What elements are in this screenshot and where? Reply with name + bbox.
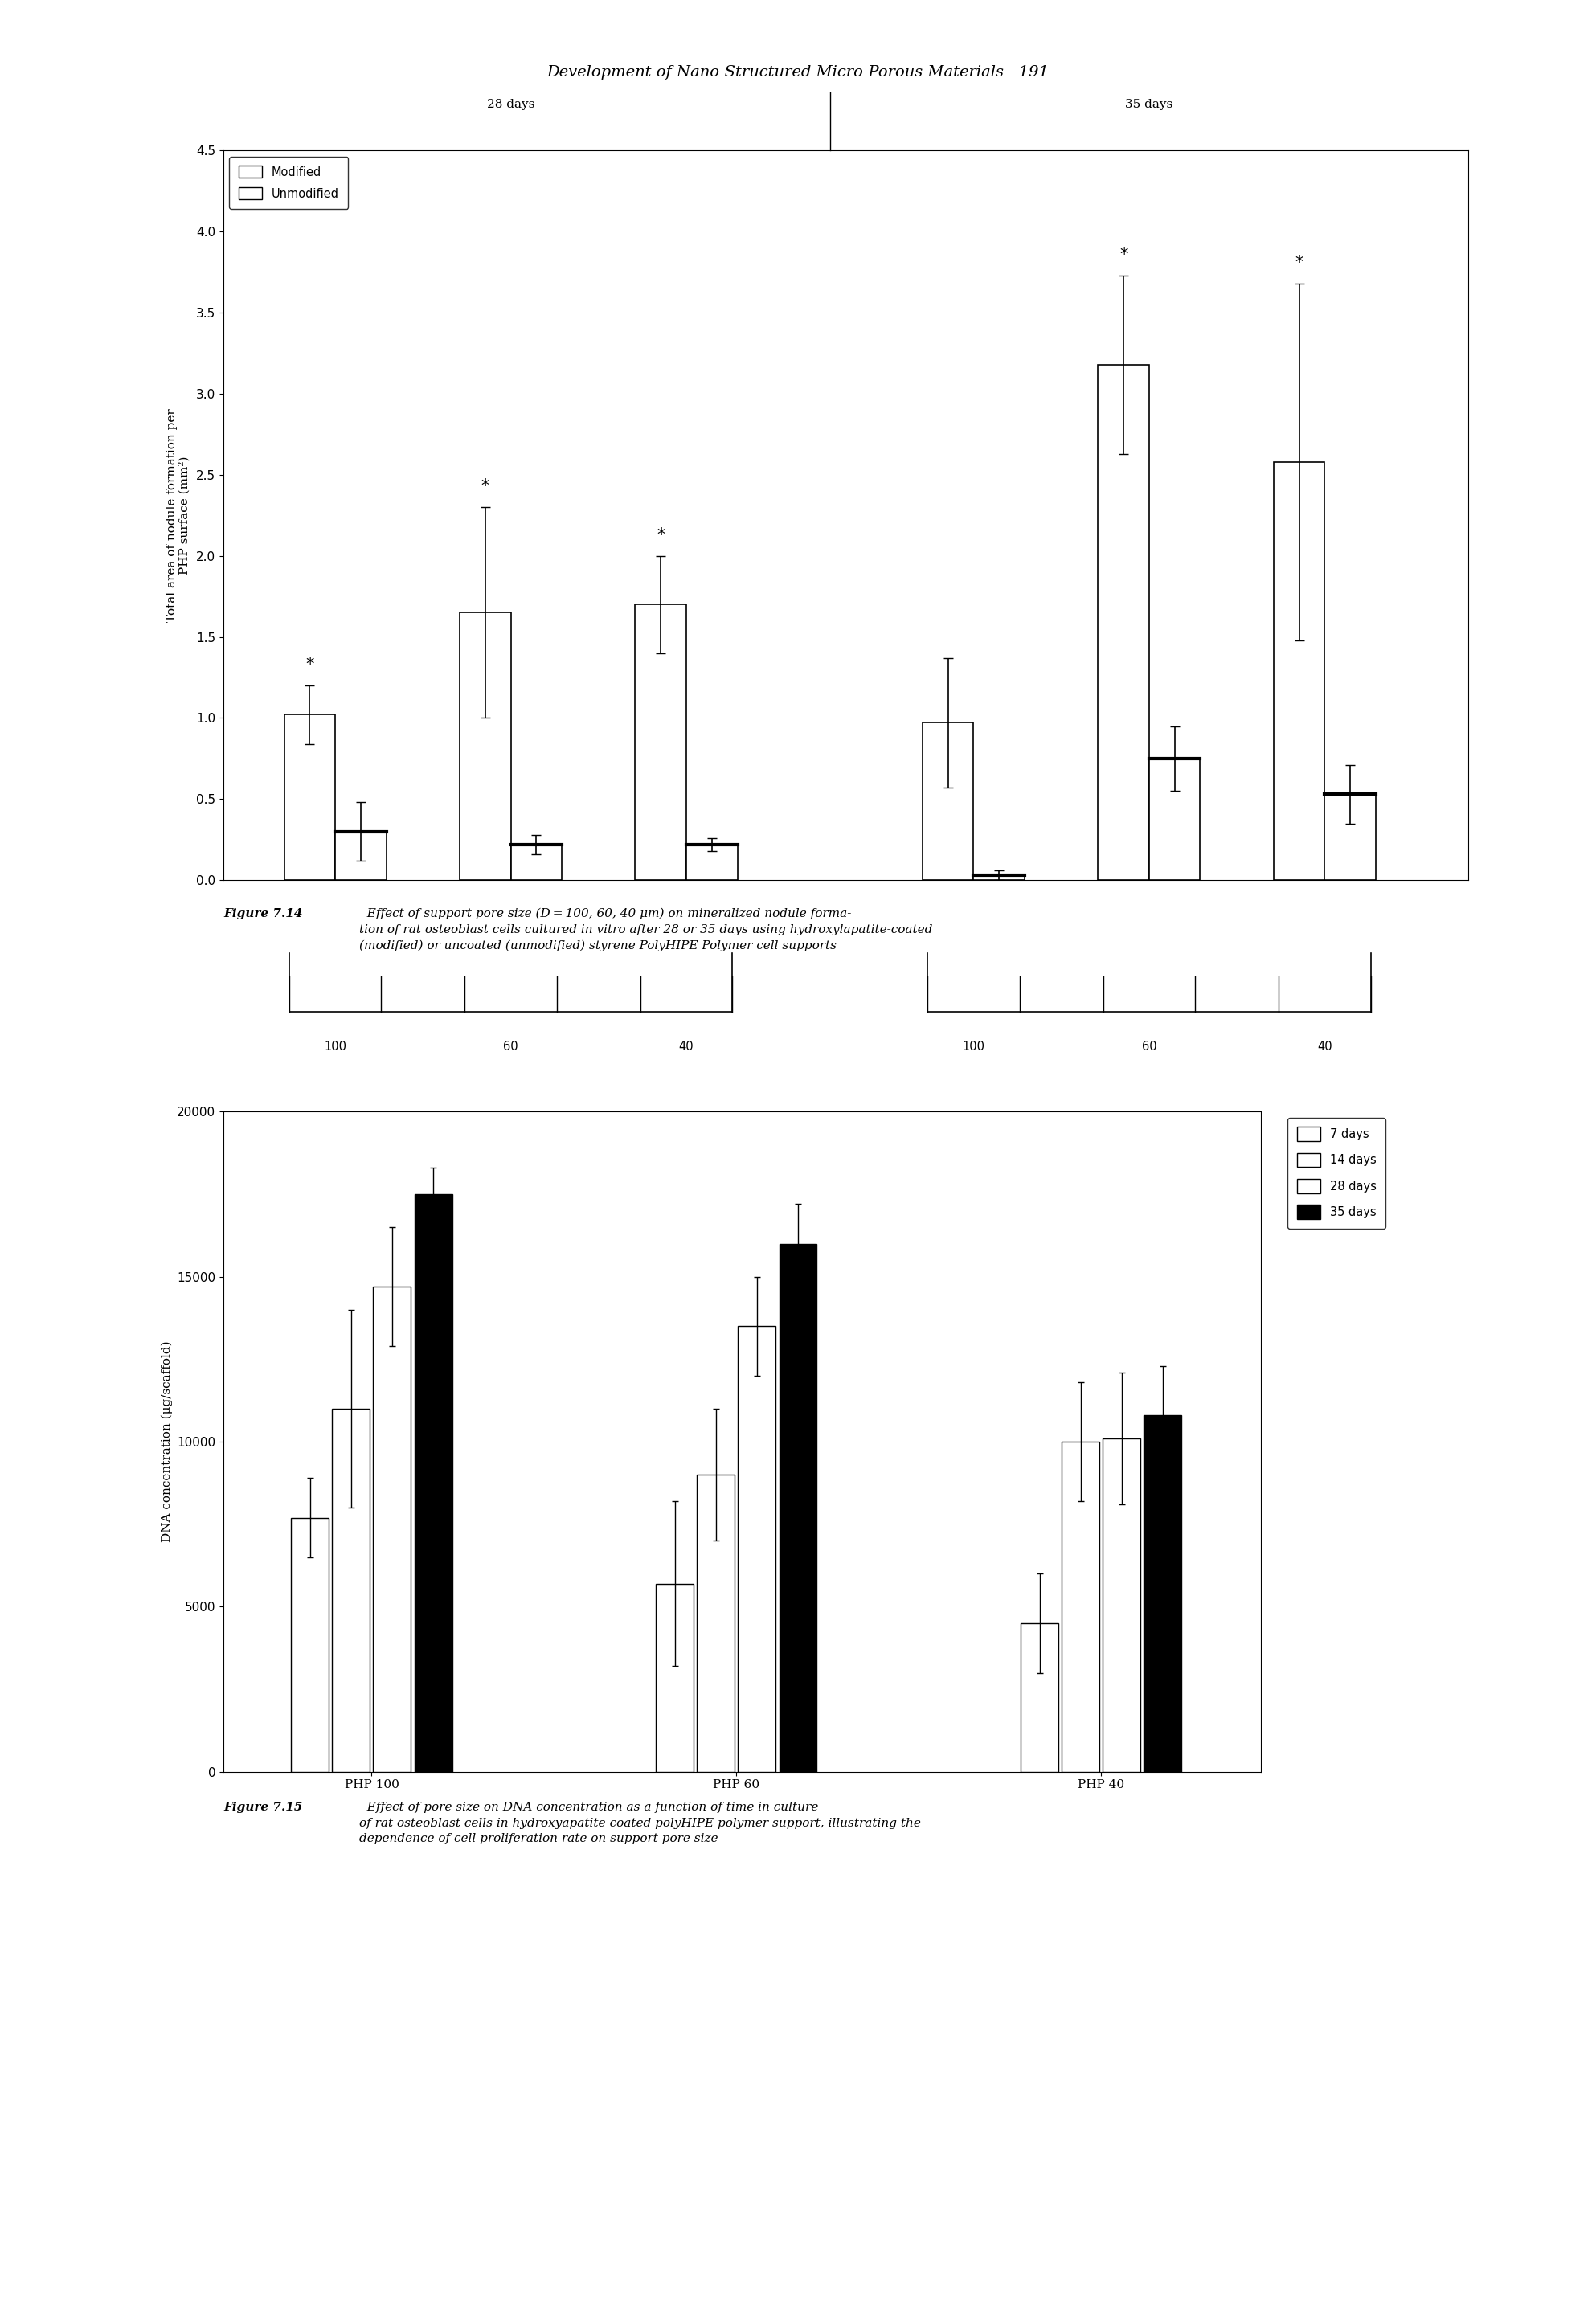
- Bar: [373, 1288, 412, 1772]
- Text: Figure 7.15: Figure 7.15: [223, 1802, 303, 1813]
- Bar: [460, 614, 511, 880]
- Text: Figure 7.14: Figure 7.14: [223, 908, 303, 919]
- Text: *: *: [305, 655, 314, 672]
- Text: *: *: [656, 526, 666, 542]
- Text: *: *: [1119, 245, 1128, 262]
- Bar: [656, 1584, 694, 1772]
- Bar: [284, 716, 335, 880]
- Bar: [1274, 461, 1325, 880]
- Bar: [635, 604, 686, 880]
- Text: *: *: [1294, 255, 1304, 271]
- Bar: [1103, 1438, 1141, 1772]
- Text: 100: 100: [324, 1040, 346, 1054]
- Text: *: *: [480, 477, 490, 493]
- Text: Development of Nano-Structured Micro-Porous Materials   191: Development of Nano-Structured Micro-Por…: [547, 65, 1049, 79]
- Bar: [335, 831, 386, 880]
- Y-axis label: DNA concentration (μg/scaffold): DNA concentration (μg/scaffold): [161, 1341, 172, 1542]
- Bar: [290, 1517, 329, 1772]
- Bar: [1144, 1415, 1181, 1772]
- Bar: [779, 1244, 817, 1772]
- Bar: [1061, 1441, 1100, 1772]
- Text: Effect of support pore size (D = 100, 60, 40 μm) on mineralized nodule forma-
ti: Effect of support pore size (D = 100, 60…: [359, 908, 932, 952]
- Text: 28 days: 28 days: [487, 100, 535, 111]
- Bar: [1098, 364, 1149, 880]
- Text: Pore size (μm): Pore size (μm): [785, 1172, 875, 1183]
- Bar: [697, 1475, 734, 1772]
- Legend: Modified, Unmodified: Modified, Unmodified: [230, 157, 348, 208]
- Bar: [1021, 1624, 1058, 1772]
- Legend: 7 days, 14 days, 28 days, 35 days: 7 days, 14 days, 28 days, 35 days: [1288, 1119, 1385, 1230]
- Text: 40: 40: [1317, 1040, 1333, 1054]
- Text: 60: 60: [1141, 1040, 1157, 1054]
- Text: Effect of pore size on DNA concentration as a function of time in culture
of rat: Effect of pore size on DNA concentration…: [359, 1802, 921, 1844]
- Text: 35 days: 35 days: [1125, 100, 1173, 111]
- Bar: [1325, 794, 1376, 880]
- Bar: [511, 845, 562, 880]
- Bar: [922, 723, 974, 880]
- Bar: [415, 1195, 452, 1772]
- Bar: [737, 1327, 776, 1772]
- Bar: [686, 845, 737, 880]
- Text: 60: 60: [503, 1040, 519, 1054]
- Text: 40: 40: [678, 1040, 694, 1054]
- Bar: [332, 1408, 370, 1772]
- Bar: [1149, 760, 1200, 880]
- Y-axis label: Total area of nodule formation per
PHP surface (mm²): Total area of nodule formation per PHP s…: [166, 408, 190, 623]
- Bar: [974, 875, 1025, 880]
- Text: 100: 100: [962, 1040, 985, 1054]
